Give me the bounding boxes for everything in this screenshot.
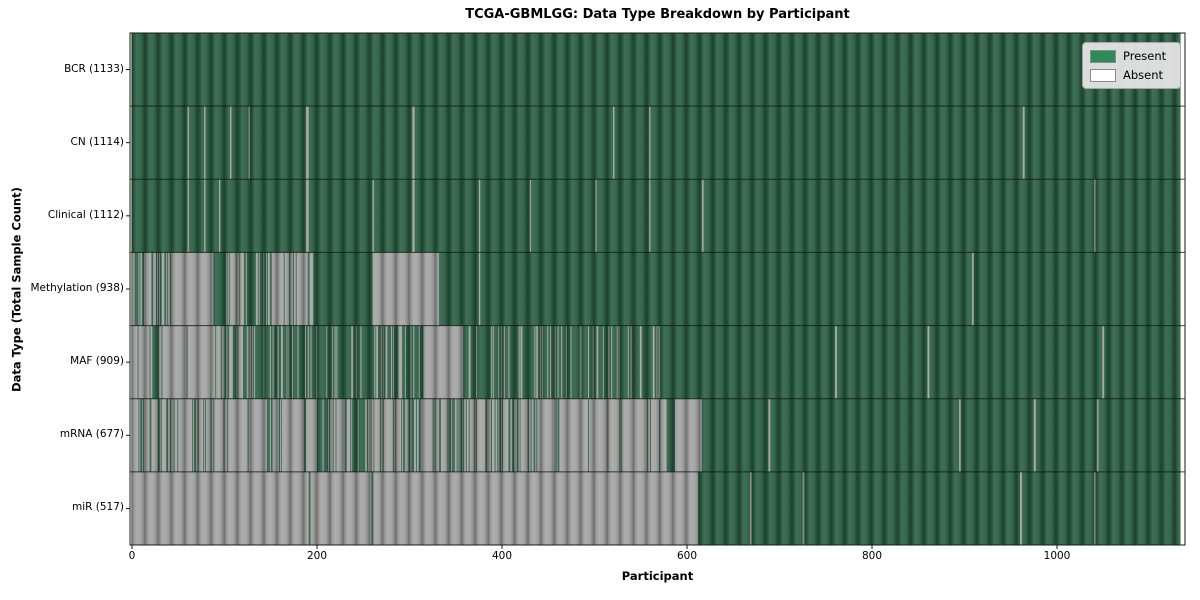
x-tick-label: 600 [676,550,698,562]
legend-present-label: Present [1123,49,1167,63]
legend-item-present: Present [1090,49,1172,63]
legend-absent-label: Absent [1123,68,1164,82]
y-tick-label: BCR (1133) [64,62,124,75]
x-tick-label: 0 [128,550,136,562]
x-tick-label: 200 [306,550,328,562]
plot-border [129,32,1186,546]
x-tick-label: 400 [491,550,513,562]
y-tick-label: mRNA (677) [59,428,124,441]
y-tick-label: CN (1114) [70,135,124,148]
y-tick-label: Clinical (1112) [47,208,124,221]
x-tick-label: 800 [861,550,883,562]
chart-title: TCGA-GBMLGG: Data Type Breakdown by Part… [465,7,850,22]
x-tick-label: 1000 [1043,550,1071,562]
legend-present-swatch-icon [1090,49,1116,63]
y-tick-label: MAF (909) [70,355,124,368]
y-tick-label: Methylation (938) [30,282,124,294]
legend-item-absent: Absent [1090,68,1172,82]
legend: Present Absent [1082,42,1181,89]
y-tick-label: miR (517) [71,501,124,514]
x-axis-label: Participant [621,569,694,583]
legend-absent-swatch-icon [1090,68,1116,82]
bar-texture-overlay [131,33,1181,545]
